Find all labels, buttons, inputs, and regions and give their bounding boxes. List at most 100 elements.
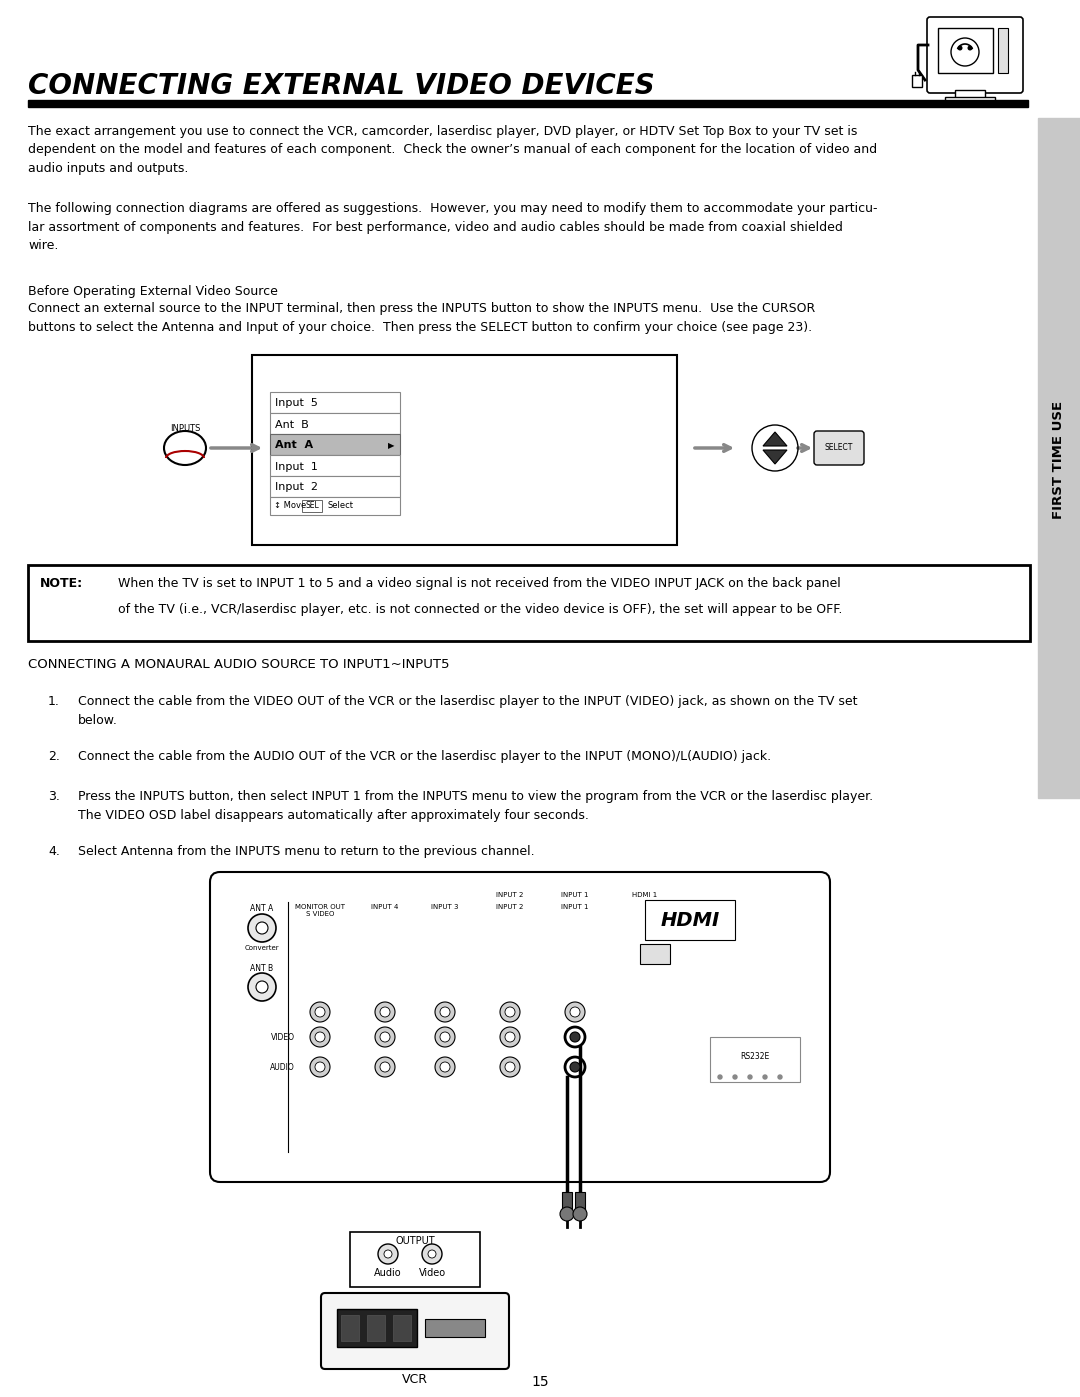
Circle shape — [505, 1032, 515, 1042]
Bar — [393, 1315, 411, 1341]
Bar — [270, 393, 400, 414]
Circle shape — [440, 1062, 450, 1071]
Circle shape — [380, 1032, 390, 1042]
Bar — [341, 1315, 359, 1341]
Circle shape — [378, 1243, 399, 1264]
Bar — [710, 1037, 800, 1083]
Bar — [575, 1192, 585, 1210]
Bar — [912, 75, 922, 87]
Circle shape — [422, 1243, 442, 1264]
Bar — [1038, 117, 1080, 798]
Circle shape — [570, 1062, 580, 1071]
Bar — [562, 1192, 572, 1210]
Circle shape — [505, 1062, 515, 1071]
Bar — [939, 28, 993, 73]
Bar — [270, 414, 400, 434]
Text: INPUT 2: INPUT 2 — [497, 904, 524, 909]
Circle shape — [500, 1002, 519, 1023]
Text: HDMI: HDMI — [660, 911, 719, 929]
Circle shape — [968, 46, 972, 50]
Circle shape — [561, 1207, 573, 1221]
Text: 1.: 1. — [48, 694, 59, 708]
Bar — [350, 1232, 480, 1287]
Circle shape — [778, 1076, 782, 1078]
Text: Select: Select — [327, 502, 353, 510]
Text: INPUT 1: INPUT 1 — [562, 904, 589, 909]
Circle shape — [375, 1027, 395, 1046]
Circle shape — [718, 1076, 723, 1078]
Circle shape — [762, 1076, 767, 1078]
Text: The exact arrangement you use to connect the VCR, camcorder, laserdisc player, D: The exact arrangement you use to connect… — [28, 124, 877, 175]
Circle shape — [435, 1002, 455, 1023]
Text: NOTE:: NOTE: — [40, 577, 83, 590]
Bar — [955, 89, 985, 98]
Circle shape — [440, 1032, 450, 1042]
Circle shape — [570, 1007, 580, 1017]
Text: FIRST TIME USE: FIRST TIME USE — [1053, 401, 1066, 520]
Text: 3.: 3. — [48, 789, 59, 803]
Circle shape — [380, 1062, 390, 1071]
Bar — [28, 101, 1028, 108]
Text: INPUT 3: INPUT 3 — [431, 904, 459, 909]
Text: When the TV is set to INPUT 1 to 5 and a video signal is not received from the V: When the TV is set to INPUT 1 to 5 and a… — [118, 577, 840, 590]
Text: INPUT 4: INPUT 4 — [372, 904, 399, 909]
Circle shape — [505, 1007, 515, 1017]
Text: 4.: 4. — [48, 845, 59, 858]
Text: Input  5: Input 5 — [275, 398, 318, 408]
Circle shape — [565, 1002, 585, 1023]
Text: 15: 15 — [531, 1375, 549, 1389]
Circle shape — [310, 1002, 330, 1023]
Bar — [270, 434, 400, 455]
Bar — [28, 564, 1030, 641]
Text: Input  2: Input 2 — [275, 482, 318, 493]
Text: SELECT: SELECT — [825, 443, 853, 453]
Bar — [998, 28, 1008, 73]
Bar — [367, 1315, 384, 1341]
Circle shape — [565, 1027, 585, 1046]
Text: Connect the cable from the AUDIO OUT of the VCR or the laserdisc player to the I: Connect the cable from the AUDIO OUT of … — [78, 750, 771, 763]
Text: RS232E: RS232E — [741, 1052, 770, 1060]
Text: Audio: Audio — [374, 1268, 402, 1278]
Text: MONITOR OUT
S VIDEO: MONITOR OUT S VIDEO — [295, 904, 345, 918]
Bar — [640, 944, 670, 964]
Circle shape — [440, 1007, 450, 1017]
Circle shape — [500, 1027, 519, 1046]
Text: INPUT 1: INPUT 1 — [562, 893, 589, 898]
Text: HDMI 1: HDMI 1 — [633, 893, 658, 898]
Bar — [270, 497, 400, 515]
Circle shape — [248, 972, 276, 1002]
Circle shape — [570, 1032, 580, 1042]
Text: CONNECTING A MONAURAL AUDIO SOURCE TO INPUT1~INPUT5: CONNECTING A MONAURAL AUDIO SOURCE TO IN… — [28, 658, 449, 671]
Text: Connect the cable from the VIDEO OUT of the VCR or the laserdisc player to the I: Connect the cable from the VIDEO OUT of … — [78, 694, 858, 726]
Circle shape — [310, 1027, 330, 1046]
Text: INPUT 2: INPUT 2 — [497, 893, 524, 898]
Text: Select Antenna from the INPUTS menu to return to the previous channel.: Select Antenna from the INPUTS menu to r… — [78, 845, 535, 858]
Circle shape — [380, 1007, 390, 1017]
Bar — [252, 355, 677, 545]
Circle shape — [435, 1058, 455, 1077]
Text: Converter: Converter — [245, 944, 280, 951]
Circle shape — [248, 914, 276, 942]
FancyBboxPatch shape — [321, 1294, 509, 1369]
FancyBboxPatch shape — [210, 872, 831, 1182]
Text: Video: Video — [418, 1268, 446, 1278]
Circle shape — [500, 1058, 519, 1077]
FancyBboxPatch shape — [814, 432, 864, 465]
Circle shape — [375, 1058, 395, 1077]
Circle shape — [428, 1250, 436, 1259]
Text: Input  1: Input 1 — [275, 461, 318, 472]
Circle shape — [565, 1027, 585, 1046]
Text: 2.: 2. — [48, 750, 59, 763]
Circle shape — [573, 1207, 588, 1221]
Circle shape — [570, 1032, 580, 1042]
Bar — [426, 1319, 485, 1337]
Text: ANT B: ANT B — [251, 964, 273, 972]
Bar — [337, 1309, 417, 1347]
Text: Before Operating External Video Source: Before Operating External Video Source — [28, 285, 278, 298]
Text: The following connection diagrams are offered as suggestions.  However, you may : The following connection diagrams are of… — [28, 203, 877, 251]
Circle shape — [315, 1062, 325, 1071]
Circle shape — [733, 1076, 737, 1078]
Circle shape — [435, 1027, 455, 1046]
Circle shape — [570, 1062, 580, 1071]
Text: Ant  A: Ant A — [275, 440, 313, 450]
